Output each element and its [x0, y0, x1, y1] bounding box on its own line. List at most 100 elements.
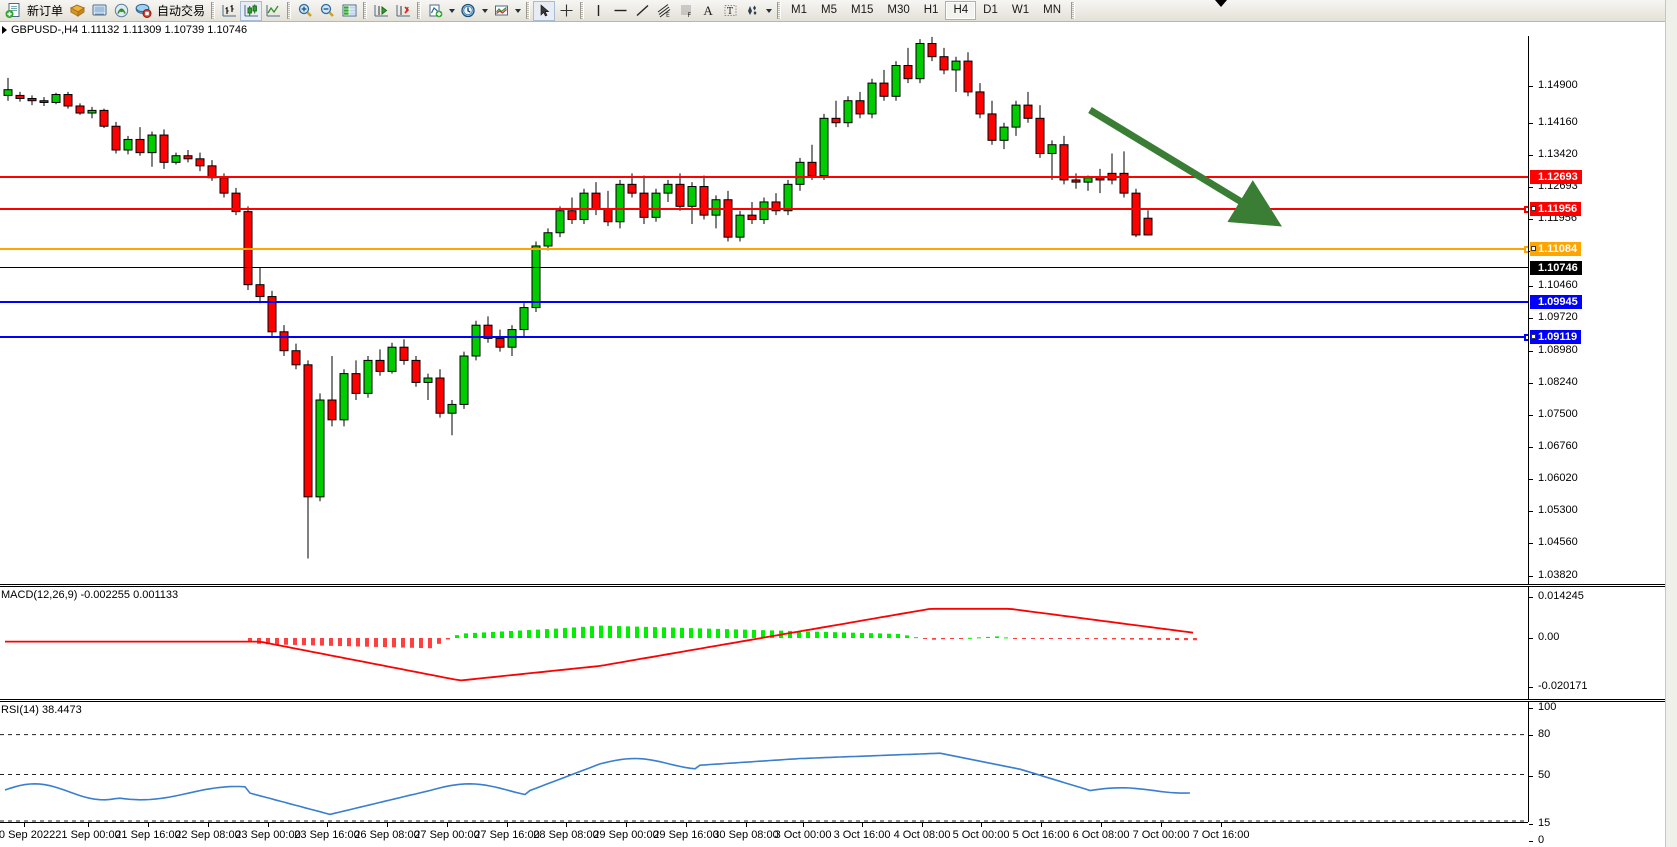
periods-dropdown-caret[interactable] — [479, 1, 490, 21]
support-line-2[interactable] — [0, 334, 1528, 341]
shapes-dropdown-caret[interactable] — [763, 1, 774, 21]
metaeditor-icon[interactable] — [66, 1, 88, 21]
templates-dropdown-caret[interactable] — [512, 1, 523, 21]
macd-histogram-bar — [1139, 638, 1143, 640]
rsi-axis: 100 80 50 15 0 — [1528, 701, 1677, 846]
timeframe-h1[interactable]: H1 — [923, 4, 939, 16]
time-tick-label: 27 Sep 00:00 — [414, 829, 480, 841]
macd-signal-line — [5, 607, 1194, 682]
crosshair-icon[interactable] — [555, 1, 577, 21]
macd-histogram-bar — [518, 630, 522, 638]
new-order-icon[interactable] — [2, 1, 24, 21]
templates-icon[interactable] — [490, 1, 512, 21]
chart-shift-icon[interactable] — [392, 1, 414, 21]
pivot-line[interactable] — [0, 246, 1528, 253]
timeframe-w1[interactable]: W1 — [1011, 4, 1030, 16]
last-price-line[interactable] — [0, 267, 1528, 268]
vertical-line-icon[interactable] — [587, 1, 609, 21]
macd-plot-area[interactable] — [0, 587, 1528, 699]
autotrading-icon[interactable] — [132, 1, 154, 21]
zoom-out-icon[interactable] — [316, 1, 338, 21]
text-label-icon[interactable]: T — [719, 1, 741, 21]
support-line-1-tag[interactable]: 1.09945 — [1530, 295, 1582, 309]
new-order-button[interactable]: 新订单 — [27, 3, 64, 18]
horizontal-line-icon[interactable] — [609, 1, 631, 21]
pane-divider-macd[interactable] — [0, 584, 1677, 587]
trendline-icon[interactable] — [631, 1, 653, 21]
line-drag-handle[interactable] — [1524, 334, 1528, 341]
rsi-plot-area[interactable] — [0, 702, 1528, 822]
resistance-line-1[interactable] — [0, 176, 1528, 178]
candle — [459, 351, 469, 409]
line-drag-handle[interactable] — [1524, 246, 1528, 253]
price-tick-label: 1.14160 — [1538, 116, 1578, 128]
macd-histogram-bar — [869, 633, 873, 638]
candle — [915, 39, 925, 84]
time-tick — [803, 823, 804, 827]
macd-histogram-bar — [806, 631, 810, 638]
zoom-in-icon[interactable] — [294, 1, 316, 21]
macd-histogram-bar — [581, 626, 585, 638]
time-tick-label: 5 Oct 00:00 — [952, 829, 1010, 841]
auto-scroll-icon[interactable] — [370, 1, 392, 21]
periods-icon[interactable] — [457, 1, 479, 21]
price-axis[interactable]: 1.149001.141601.134201.126931.119561.112… — [1528, 36, 1677, 599]
macd-histogram-bar — [527, 630, 531, 638]
indicators-dropdown-caret[interactable] — [446, 1, 457, 21]
candle — [363, 355, 373, 398]
price-tick-label: 1.14900 — [1538, 79, 1578, 91]
macd-histogram-bar — [905, 635, 909, 638]
resistance-line-1-tag[interactable]: 1.12693 — [1530, 170, 1582, 184]
pivot-line-tag[interactable]: 1.11084 — [1530, 242, 1582, 256]
price-plot-area[interactable] — [0, 36, 1528, 584]
line-chart-icon[interactable] — [262, 1, 284, 21]
indicators-icon[interactable] — [424, 1, 446, 21]
bar-chart-icon[interactable] — [218, 1, 240, 21]
macd-histogram-bar — [824, 631, 828, 638]
data-window-icon[interactable] — [338, 1, 360, 21]
price-tick: 1.14900 — [1529, 79, 1677, 91]
timeframe-m5[interactable]: M5 — [821, 4, 837, 16]
rsi-tick-label: 80 — [1538, 728, 1551, 740]
timeframe-m30[interactable]: M30 — [887, 4, 910, 16]
macd-histogram-bar — [554, 628, 558, 638]
vertical-scrollbar[interactable] — [1665, 0, 1677, 847]
resistance-line-2[interactable] — [0, 206, 1528, 213]
candle — [663, 179, 673, 202]
timeframe-d1[interactable]: D1 — [983, 4, 998, 16]
candlestick-chart-icon[interactable] — [240, 0, 263, 21]
cursor-icon[interactable] — [533, 0, 556, 21]
candle — [555, 206, 565, 238]
support-line-1[interactable] — [0, 301, 1528, 303]
support-line-2-tag[interactable]: 1.09119 — [1530, 330, 1582, 344]
candle — [291, 343, 301, 370]
collapse-triangle-icon[interactable] — [2, 26, 7, 34]
timeframe-m15[interactable]: M15 — [851, 4, 874, 16]
macd-pane[interactable]: 0.014245 0.00 -0.020171 — [0, 587, 1677, 699]
autotrading-button[interactable]: 自动交易 — [157, 3, 206, 18]
macd-histogram-bar — [248, 638, 252, 642]
macd-histogram-bar — [1112, 638, 1116, 640]
fibonacci-icon[interactable]: F — [675, 1, 697, 21]
candle — [939, 47, 949, 75]
timeframe-mn[interactable]: MN — [1043, 4, 1061, 16]
pane-divider-rsi[interactable] — [0, 699, 1677, 702]
text-icon[interactable]: A — [703, 2, 713, 18]
signals-icon[interactable] — [110, 1, 132, 21]
macd-tick: 0.014245 — [1529, 590, 1677, 602]
rsi-label: RSI(14) 38.4473 — [1, 704, 82, 716]
shapes-icon[interactable] — [741, 1, 763, 21]
timeframe-h4[interactable]: H4 — [945, 1, 977, 20]
last-price-line-tag[interactable]: 1.10746 — [1530, 261, 1582, 275]
resistance-line-2-tag[interactable]: 1.11956 — [1530, 202, 1582, 216]
price-pane[interactable]: 1.149001.141601.134201.126931.119561.112… — [0, 36, 1677, 599]
equidistant-channel-icon[interactable]: E — [653, 1, 675, 21]
line-drag-handle[interactable] — [1524, 206, 1528, 213]
macd-histogram-bar — [473, 632, 477, 638]
timeframe-m1[interactable]: M1 — [791, 4, 808, 16]
candle — [1131, 188, 1141, 238]
candle — [591, 182, 601, 216]
terminal-icon[interactable] — [88, 1, 110, 21]
